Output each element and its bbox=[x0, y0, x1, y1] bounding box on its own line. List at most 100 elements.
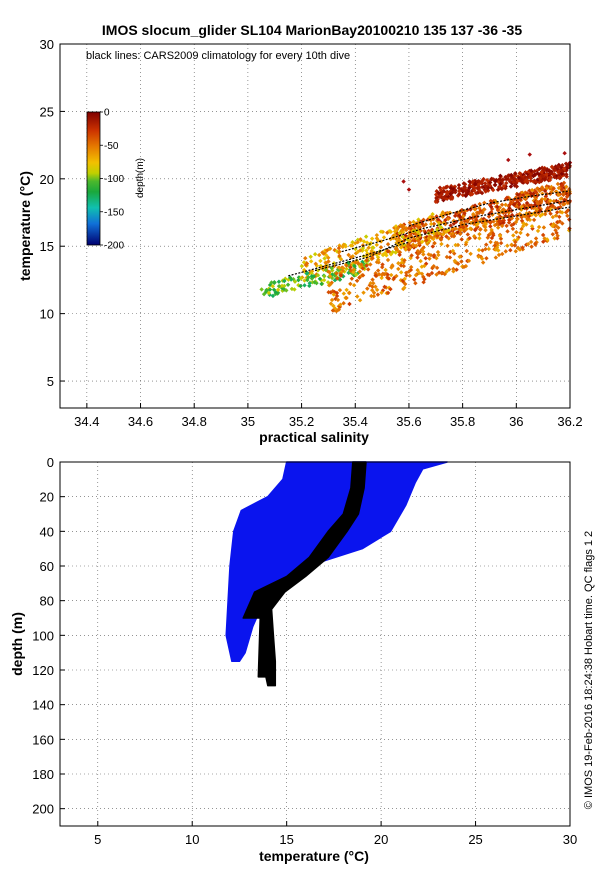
ts-data-point bbox=[415, 251, 421, 257]
ts-data-point bbox=[370, 256, 375, 261]
ts-data-point bbox=[430, 211, 435, 217]
ts-data-point bbox=[497, 177, 503, 182]
ts-axes-box bbox=[59, 43, 571, 409]
ts-data-point bbox=[535, 186, 540, 191]
colorbar-tick-label: -100 bbox=[104, 174, 124, 185]
ts-data-point bbox=[476, 178, 481, 184]
ts-data-point bbox=[351, 282, 357, 288]
ts-data-point bbox=[338, 273, 344, 278]
ts-data-point bbox=[429, 270, 435, 276]
ts-data-point bbox=[309, 273, 315, 279]
ts-data-point bbox=[328, 301, 334, 306]
ts-data-point bbox=[552, 205, 558, 211]
ts-data-point bbox=[557, 219, 562, 224]
ts-data-point bbox=[540, 167, 546, 173]
ts-data-point bbox=[520, 245, 525, 250]
ts-data-point bbox=[552, 236, 557, 241]
ts-data-point bbox=[564, 194, 570, 199]
profile-y-tick-label: 180 bbox=[32, 767, 54, 782]
ts-data-point bbox=[526, 169, 531, 174]
ts-data-point bbox=[411, 219, 416, 225]
ts-data-point bbox=[484, 242, 489, 247]
ts-data-point bbox=[497, 205, 502, 210]
ts-data-point bbox=[498, 240, 504, 246]
ts-data-point bbox=[299, 263, 305, 269]
ts-data-point bbox=[334, 249, 340, 254]
ts-data-point bbox=[348, 281, 353, 287]
ts-data-point bbox=[510, 181, 515, 186]
ts-data-point bbox=[431, 252, 437, 258]
ts-data-point bbox=[506, 220, 512, 225]
ts-data-point bbox=[344, 295, 349, 301]
ts-data-point bbox=[346, 252, 351, 258]
ts-data-point bbox=[365, 286, 370, 291]
ts-data-point bbox=[505, 243, 510, 248]
ts-data-point bbox=[394, 273, 399, 279]
ts-data-point bbox=[318, 258, 323, 264]
ts-chart: 34.4 34.6 34.8 35 35.2 35.4 35.6 35.8 36 36.2 5 10… bbox=[17, 37, 583, 445]
ts-data-point bbox=[436, 222, 442, 228]
ts-data-point bbox=[381, 251, 386, 257]
ts-data-point bbox=[500, 177, 506, 182]
ts-data-point bbox=[341, 265, 346, 271]
ts-data-point bbox=[563, 191, 569, 196]
ts-data-point bbox=[393, 250, 398, 255]
ts-data-point bbox=[472, 207, 478, 212]
ts-data-point bbox=[326, 255, 331, 260]
ts-data-point bbox=[508, 248, 513, 253]
ts-data-point bbox=[513, 249, 518, 254]
ts-data-point bbox=[425, 217, 431, 222]
ts-data-point bbox=[481, 207, 487, 212]
ts-data-point bbox=[282, 278, 287, 284]
ts-data-point bbox=[551, 186, 556, 191]
ts-data-point bbox=[385, 242, 391, 247]
profile-scatter bbox=[225, 461, 448, 687]
ts-data-point bbox=[565, 213, 570, 219]
ts-data-point bbox=[435, 249, 441, 255]
ts-data-point bbox=[488, 239, 493, 245]
ts-data-point bbox=[515, 174, 521, 179]
ts-data-point bbox=[483, 224, 488, 230]
ts-data-point bbox=[371, 281, 376, 286]
ts-data-point bbox=[565, 208, 571, 213]
ts-data-point bbox=[464, 192, 469, 197]
ts-climatology-lines bbox=[288, 190, 571, 277]
ts-data-point bbox=[563, 210, 569, 215]
ts-data-point bbox=[544, 166, 550, 172]
ts-data-point bbox=[472, 185, 478, 191]
ts-data-point bbox=[554, 210, 560, 215]
ts-data-point bbox=[562, 166, 567, 171]
ts-data-point bbox=[525, 171, 530, 177]
ts-x-tick-label: 34.6 bbox=[128, 414, 153, 429]
ts-data-point bbox=[540, 212, 545, 217]
ts-data-point bbox=[540, 186, 545, 192]
ts-data-point bbox=[273, 290, 279, 295]
ts-data-point bbox=[471, 211, 476, 217]
ts-data-point bbox=[425, 272, 431, 277]
ts-data-point bbox=[515, 192, 521, 197]
ts-data-point bbox=[495, 208, 501, 213]
ts-data-point bbox=[467, 185, 472, 190]
colorbar-label: depth(m) bbox=[135, 158, 146, 198]
ts-data-point bbox=[327, 274, 333, 279]
ts-data-point bbox=[323, 260, 329, 266]
ts-data-point bbox=[523, 214, 528, 219]
ts-data-point bbox=[421, 217, 426, 223]
ts-data-point bbox=[422, 276, 427, 282]
ts-data-point bbox=[544, 237, 550, 242]
ts-data-point bbox=[408, 264, 414, 270]
ts-data-point bbox=[542, 196, 548, 202]
ts-data-point bbox=[545, 205, 550, 211]
ts-data-point bbox=[457, 189, 462, 194]
ts-data-point bbox=[529, 187, 535, 193]
profile-y-tick-label: 20 bbox=[40, 490, 54, 505]
ts-data-point bbox=[397, 250, 403, 255]
ts-data-point bbox=[484, 256, 489, 261]
ts-data-point bbox=[482, 181, 488, 186]
ts-data-point bbox=[476, 247, 482, 253]
ts-data-point bbox=[498, 181, 503, 187]
ts-data-point bbox=[544, 186, 550, 191]
ts-data-point bbox=[380, 262, 385, 267]
ts-data-point bbox=[464, 248, 469, 254]
ts-data-point bbox=[483, 227, 488, 233]
